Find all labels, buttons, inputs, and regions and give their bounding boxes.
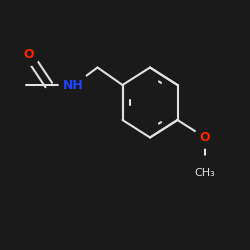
Circle shape	[59, 70, 88, 100]
Text: O: O	[24, 48, 34, 62]
Text: O: O	[200, 131, 210, 144]
Text: CH₃: CH₃	[194, 168, 216, 177]
Circle shape	[18, 44, 39, 66]
Text: NH: NH	[64, 78, 84, 92]
Circle shape	[194, 127, 216, 148]
Circle shape	[189, 156, 221, 189]
